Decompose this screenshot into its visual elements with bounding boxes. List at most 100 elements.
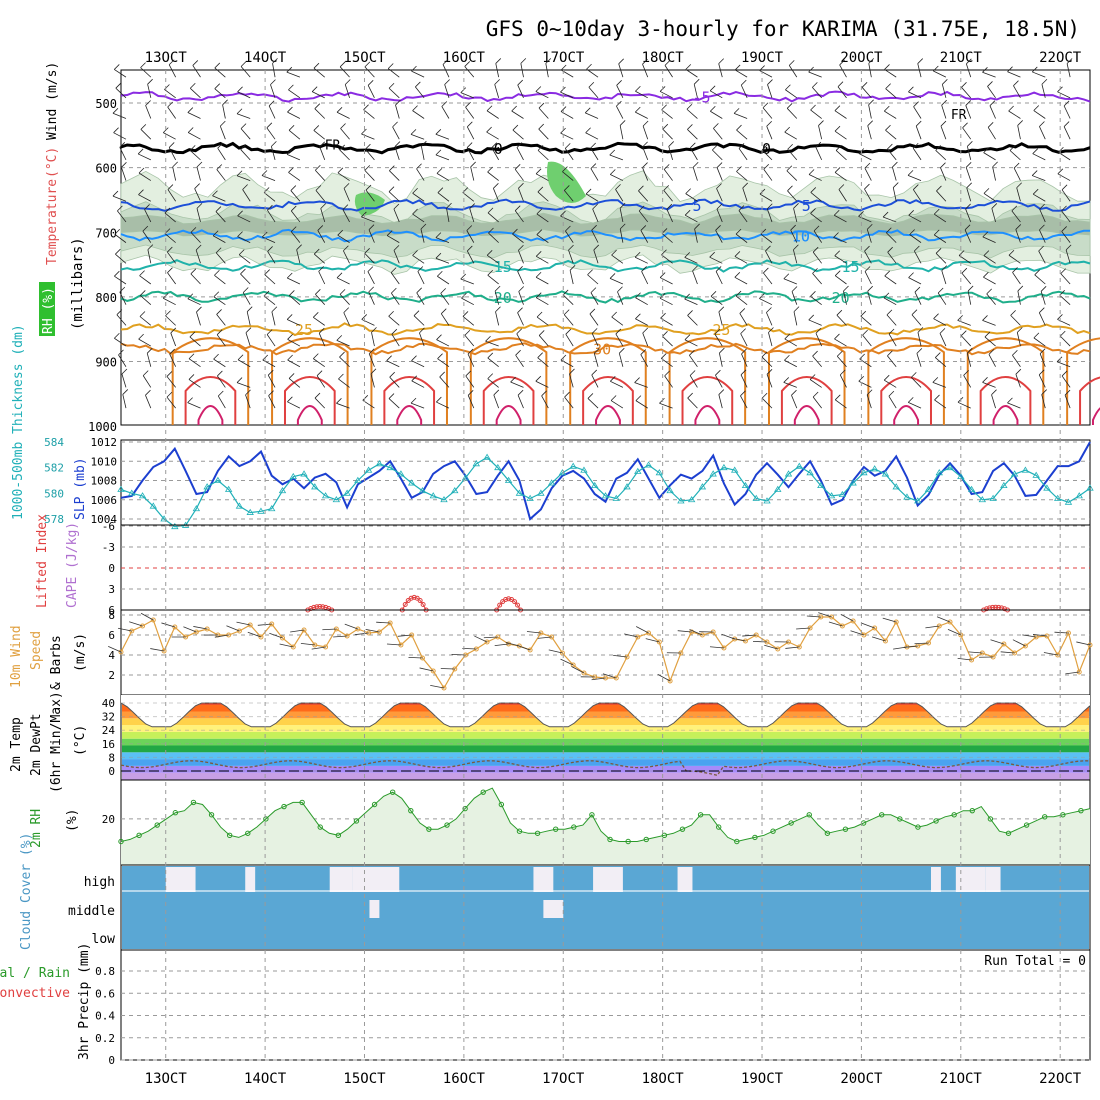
thickness-point <box>849 479 857 486</box>
wind-barb <box>965 105 972 119</box>
wind-speed-point <box>1001 641 1007 647</box>
wind-barb-flag <box>140 62 146 68</box>
wind-barb-flag <box>586 63 592 70</box>
wind-barb-flag <box>858 375 865 382</box>
rh-point <box>842 826 849 832</box>
wind-barb-flag <box>290 185 297 191</box>
wind-barb <box>515 354 524 367</box>
wind-barb-flag <box>568 244 574 251</box>
thickness-point <box>235 502 244 509</box>
temperature-contour-lobe <box>681 376 734 425</box>
temperature-contour-lobe <box>283 376 336 425</box>
wind-barb-flag <box>538 330 545 336</box>
thickness-point <box>483 453 491 460</box>
wind-barb-flag <box>495 306 501 313</box>
thickness-point <box>989 494 997 501</box>
wind-barb <box>634 382 648 388</box>
wind-barb-flag <box>965 203 971 210</box>
wind-barb-flag <box>1017 327 1023 333</box>
wind-barb-flag <box>761 144 768 151</box>
wind-barb <box>992 166 996 181</box>
wind-barb <box>618 353 624 367</box>
thickness-point <box>914 497 922 504</box>
wind-barb-flag <box>560 106 567 112</box>
wind-barb-flag <box>738 205 745 211</box>
wind-barb <box>1059 295 1071 305</box>
wind-barb <box>618 63 624 78</box>
wind-barb-flag <box>435 252 442 259</box>
rh-point <box>208 812 215 818</box>
wind-barb <box>908 402 922 409</box>
thickness-point <box>1064 498 1073 505</box>
wind-barb-10m <box>474 635 488 643</box>
cloud-level-high-label: high <box>84 875 115 890</box>
wind-barb-flag <box>485 335 491 342</box>
thickness-point <box>612 494 620 501</box>
wind-barb-flag <box>314 103 321 109</box>
wind-barb <box>858 153 872 161</box>
temp-color-band <box>122 765 1089 773</box>
rh-legend-swatch <box>39 282 55 336</box>
wind-barb <box>611 316 624 326</box>
wind-barb-flag <box>882 211 889 218</box>
wind-barb-flag <box>114 332 120 339</box>
wind-barb-flag <box>734 64 741 71</box>
wind-barb-flag <box>189 82 196 89</box>
wind-barb <box>715 375 723 388</box>
wind-barb <box>222 104 226 119</box>
wind-barb <box>388 315 400 326</box>
wind-barb-10m <box>645 638 660 643</box>
wind-barb-flag <box>290 205 297 212</box>
wind-barb-flag <box>388 82 395 89</box>
wind-barb-flag <box>965 162 972 168</box>
wind-barb-flag <box>338 373 344 380</box>
thickness-point <box>224 485 233 492</box>
wind-barb-flag <box>535 271 542 278</box>
precip-tick-label: 0.8 <box>95 965 115 978</box>
wind-barb-flag <box>759 65 765 71</box>
rh-point <box>317 824 323 830</box>
wind-barb-flag <box>370 368 377 375</box>
wind-barb <box>908 277 922 285</box>
wind-barb <box>339 149 350 161</box>
wind-barb <box>361 133 375 140</box>
wind-barb-flag <box>164 84 170 90</box>
wind-barb <box>962 127 972 140</box>
top-x-tick-label: 16OCT <box>443 50 486 66</box>
wind-barb <box>907 175 922 181</box>
wind-barb-10m <box>430 685 445 689</box>
wind-barb <box>734 69 748 78</box>
wind-barb-flag <box>593 347 600 354</box>
wind-barb-10m <box>193 626 208 630</box>
wind-barb-flag <box>768 327 774 333</box>
li-point <box>317 604 323 609</box>
wind-barb-flag <box>908 210 914 216</box>
thickness-point <box>278 486 287 494</box>
wind-barb <box>537 150 549 161</box>
wind-barb <box>642 332 649 347</box>
wind-barb-flag <box>415 81 421 88</box>
wind-barb <box>411 70 425 78</box>
wind-barb-flag <box>240 144 247 150</box>
wind-barb-flag <box>537 186 544 193</box>
bottom-x-tick-label: 14OCT <box>244 1071 287 1087</box>
wind-barb-flag <box>212 190 218 197</box>
wind-barb <box>638 190 649 202</box>
temperature-contour-lobe <box>992 405 1019 425</box>
wind-barb-flag <box>514 205 521 211</box>
wind-barb <box>115 87 127 99</box>
wind-barb <box>718 63 723 78</box>
wind-barb <box>388 87 400 99</box>
cloud-gap-high <box>165 867 196 892</box>
wind-speed-point <box>850 618 856 624</box>
wind-barb <box>237 215 251 223</box>
wind-barb-flag <box>664 60 671 66</box>
wind-speed-point <box>581 670 587 676</box>
wind-barb <box>616 85 624 99</box>
wind-barb <box>1013 167 1021 181</box>
wind-barb-flag <box>809 374 816 380</box>
wind-barb-flag <box>196 306 202 313</box>
wind-barb <box>1016 332 1021 347</box>
wind-barb <box>761 397 773 409</box>
wind-barb <box>560 215 574 223</box>
